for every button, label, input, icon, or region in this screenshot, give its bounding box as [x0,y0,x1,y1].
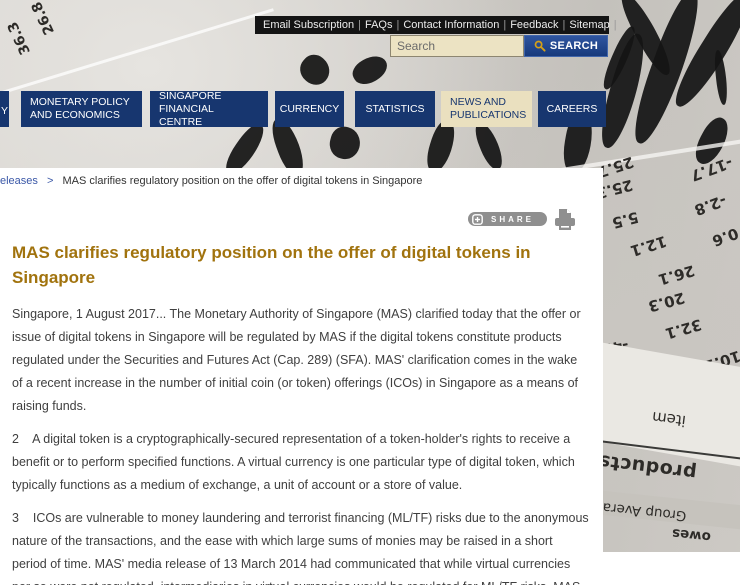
newsprint-number: 0.6 [709,223,740,251]
newsprint-number: 32.1 [663,315,704,343]
newsprint-number: 36.3 [4,18,34,58]
nav-tab-label: CAREERS [546,102,598,115]
separator: | [396,19,400,31]
nav-tab-label: CURRENCY [279,102,340,115]
link-faqs[interactable]: FAQs [364,19,393,31]
newsprint-number: 26.8 [28,0,58,38]
article-panel: eleases > MAS clarifies regulatory posit… [0,168,603,585]
nav-tab-monetary-policy-and-economics[interactable]: MONETARY POLICY AND ECONOMICS [21,91,142,127]
article-body: Singapore, 1 August 2017... The Monetary… [12,303,590,585]
newsprint-ink-stroke [348,50,392,90]
search-button[interactable]: SEARCH [524,35,608,57]
nav-tab-singapore-financial-centre[interactable]: SINGAPORE FINANCIAL CENTRE [150,89,268,128]
link-email-subscription[interactable]: Email Subscription [263,19,355,31]
nav-tab-label: NEWS AND PUBLICATIONS [450,96,527,121]
newsprint-word-partial: owes [671,525,712,545]
nav-tab-careers[interactable]: CAREERS [538,91,606,127]
print-button[interactable] [552,208,578,232]
article-paragraph-2: 2 A digital token is a cryptographically… [12,432,579,492]
breadcrumb-separator: > [46,175,54,187]
article-paragraph-1: Singapore, 1 August 2017... The Monetary… [12,307,585,413]
share-button-label: SHARE [491,214,535,224]
plus-icon [472,213,483,225]
separator: | [503,19,507,31]
breadcrumb-current-page: MAS clarifies regulatory position on the… [62,175,423,187]
breadcrumb-parent-link[interactable]: eleases [0,175,38,187]
nav-tab-label: STATISTICS [365,102,425,115]
breadcrumb: eleases > MAS clarifies regulatory posit… [0,175,422,187]
link-sitemap[interactable]: Sitemap [569,19,610,31]
nav-tab-currency[interactable]: CURRENCY [275,91,344,127]
newsprint-number: -2.8 [691,190,729,220]
article-paragraph-3: 3 ICOs are vulnerable to money launderin… [12,511,589,585]
utility-links-bar: Email Subscription | FAQs | Contact Info… [255,16,617,34]
newsprint-number: 12.1 [628,231,669,261]
nav-tab-label: SINGAPORE FINANCIAL CENTRE [159,89,222,128]
separator: | [562,19,566,31]
newsprint-ink-stroke [294,49,336,91]
page-title: MAS clarifies regulatory position on the… [12,243,531,287]
printer-icon [555,209,575,230]
share-button[interactable]: SHARE [468,212,547,226]
separator: | [613,19,617,31]
newsprint-number: 20.3 [646,288,687,316]
newsprint-ink-stroke [713,49,729,106]
nav-tab-statistics[interactable]: STATISTICS [355,91,435,127]
nav-tab-news-and-publications[interactable]: NEWS AND PUBLICATIONS [441,91,532,127]
newsprint-ink-stroke [326,123,364,163]
search-icon [534,40,546,52]
search-input[interactable] [390,35,524,57]
nav-tab-partial[interactable]: Y [0,91,9,127]
newsprint-ink-stroke [471,119,507,173]
search-button-label: SEARCH [549,40,599,52]
separator: | [358,19,361,31]
newsprint-number: 26.1 [656,261,697,289]
link-contact-information[interactable]: Contact Information [403,19,500,31]
newsprint-number: 5.5 [610,207,641,233]
link-feedback[interactable]: Feedback [510,19,559,31]
nav-tab-label: MONETARY POLICY AND ECONOMICS [30,96,130,121]
nav-tab-partial-label: Y [1,105,9,117]
